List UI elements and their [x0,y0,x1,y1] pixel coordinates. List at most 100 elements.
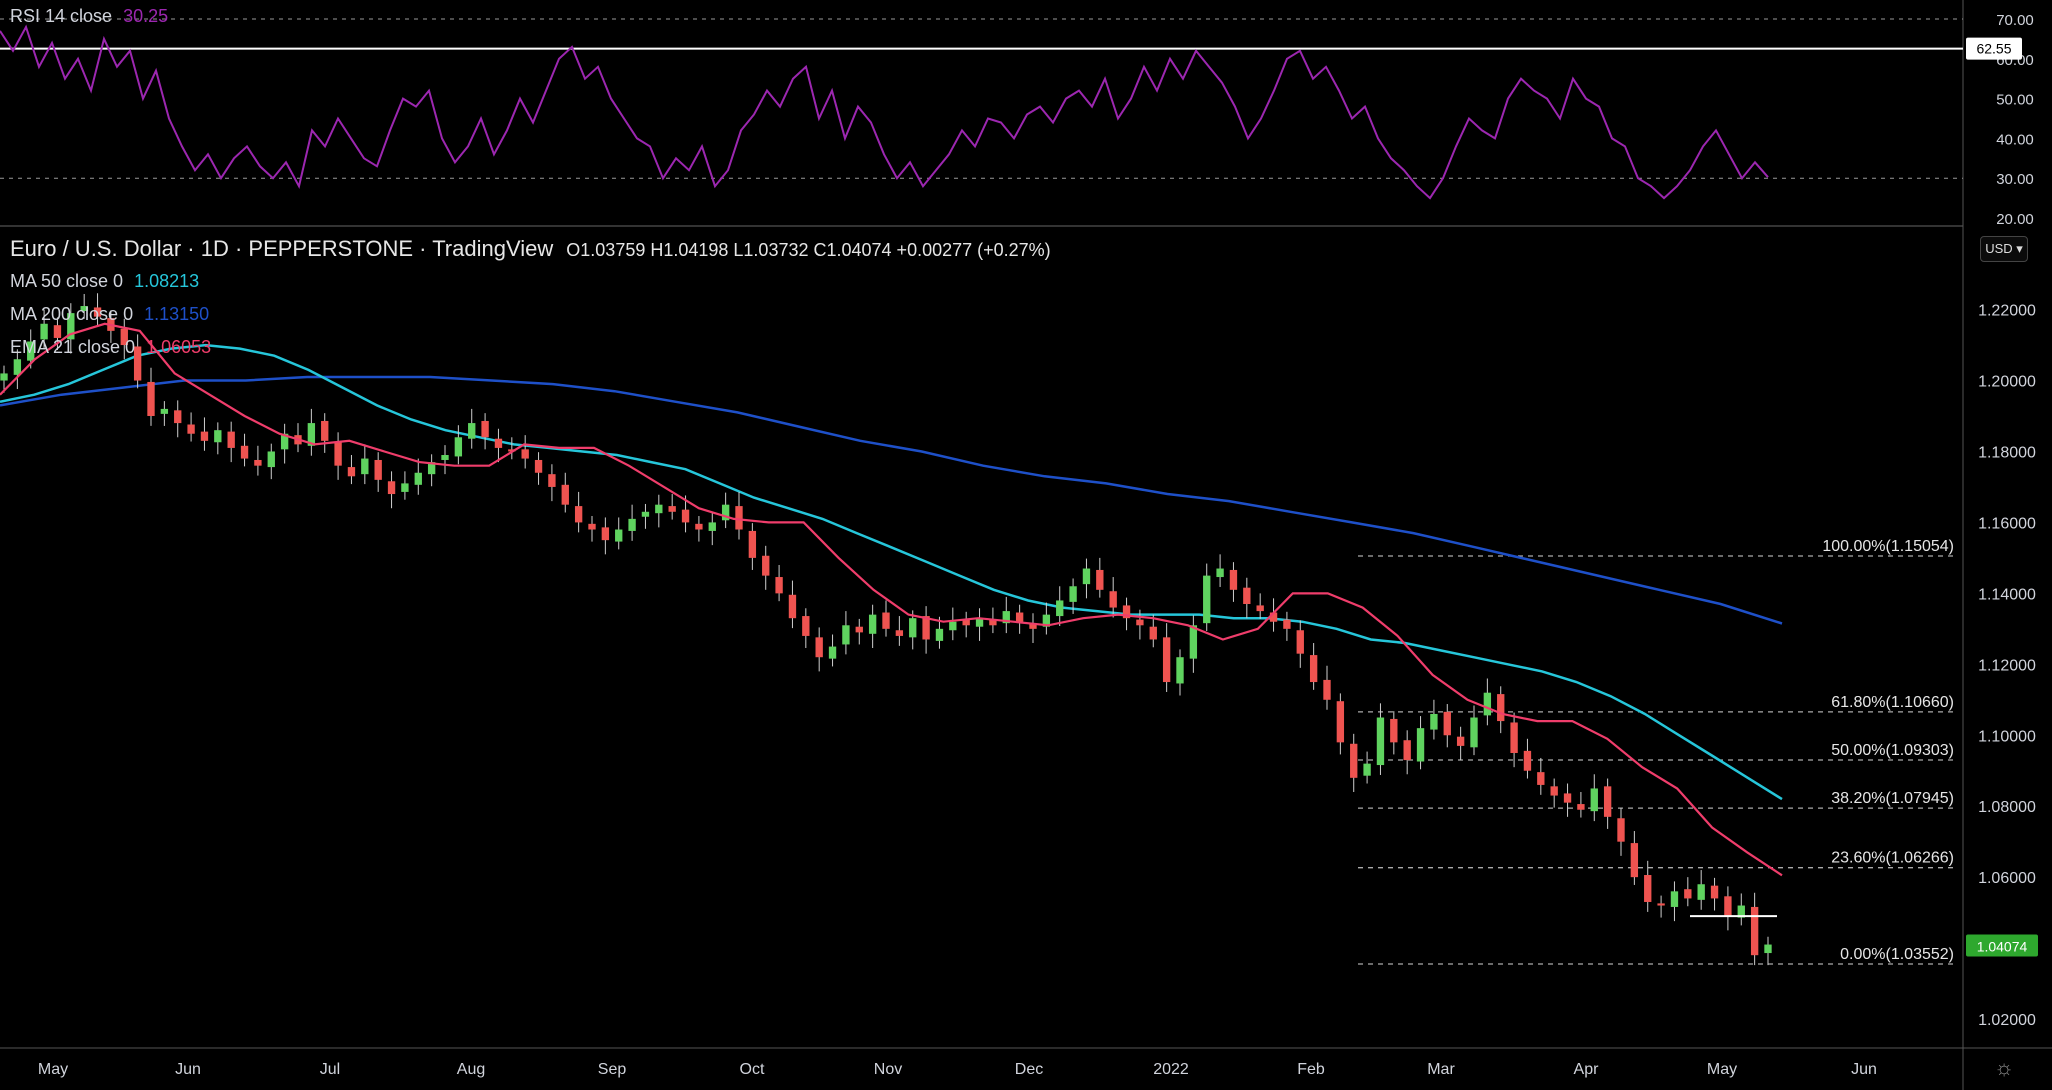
candle-body [895,630,904,636]
candle-body [922,616,930,640]
time-tick-label: Apr [1574,1061,1600,1078]
rsi-legend[interactable]: RSI 14 close 30.25 [10,6,168,27]
candle-body [828,646,837,659]
currency-label: USD [1985,241,2013,256]
price-tick-label: 1.02000 [1978,1012,2036,1029]
time-tick-label: Nov [874,1061,902,1078]
candle-body [401,483,409,492]
chevron-down-icon: ▾ [2012,241,2023,256]
candle-body [1617,818,1625,842]
candle-body [1243,587,1251,605]
time-tick-label: 2022 [1153,1061,1189,1078]
candle-body [1416,728,1425,762]
candle-body [374,459,382,480]
candle-body [508,449,516,452]
candle-body [1096,569,1104,590]
candle-body [561,484,569,505]
rsi-tick-label: 50.00 [1996,92,2034,109]
candle-body [721,504,730,521]
candle-body [133,346,142,381]
fib-level-label: 50.00%(1.09303) [1831,742,1954,759]
symbol-legend[interactable]: Euro / U.S. Dollar · 1D · PEPPERSTONE · … [10,236,1051,262]
time-tick-label: Jun [175,1061,201,1078]
candle-body [574,506,583,523]
candle-body [548,474,556,487]
candle-body [989,619,997,626]
ema21-legend[interactable]: EMA 21 close 0 1.06053 [10,337,211,358]
price-tick-label: 1.18000 [1978,444,2036,461]
candle-body [588,523,596,530]
candle-body [628,518,636,531]
candle-body [334,442,342,466]
candle-body [1176,657,1184,684]
last-price-label: 1.04074 [1977,938,2028,954]
candle-body [387,481,396,495]
candle-body [615,529,623,542]
candle-body [1082,568,1091,585]
candle-body [1069,586,1077,602]
candle-body [1363,763,1371,776]
rsi-tick-label: 30.00 [1996,171,2034,188]
candle-body [1470,717,1478,748]
candle-body [962,619,970,626]
price-tick-label: 1.20000 [1978,374,2036,391]
candle-body [735,506,743,530]
candle-body [1644,875,1652,902]
candle-body [1189,625,1198,659]
candle-body [1603,786,1612,817]
ma50-legend[interactable]: MA 50 close 0 1.08213 [10,271,199,292]
candle-body [1336,701,1345,743]
candle-body [802,616,810,636]
settings-gear-icon[interactable]: ☼ [1994,1055,2015,1080]
candle-body [1216,568,1224,578]
candle-body [641,511,650,517]
price-tick-label: 1.16000 [1978,515,2036,532]
time-tick-label: Jun [1851,1061,1877,1078]
candle-body [935,628,944,641]
candle-body [93,307,102,317]
candle-body [949,621,957,631]
candle-body [280,433,289,450]
candle-body [441,455,449,460]
candle-body [521,449,529,459]
candle-body [1657,903,1665,906]
currency-button[interactable]: USD ▾ [1980,236,2028,262]
ma50-value: 1.08213 [134,271,200,291]
candle-body [1015,612,1024,622]
candle-body [13,359,22,375]
candle-body [1697,884,1705,900]
time-tick-label: Jul [320,1061,340,1078]
candle-body [468,423,476,439]
ema21-label: EMA 21 close 0 [10,337,136,357]
candle-body [214,430,222,443]
ma200-label: MA 200 close 0 [10,304,134,324]
candle-body [1590,788,1598,812]
time-tick-label: May [1707,1061,1737,1078]
candle-body [1269,612,1278,622]
candle-body [601,527,610,541]
candle-body [254,459,262,466]
candle-body [1376,717,1385,766]
candle-body [361,458,369,475]
candle-body [1229,569,1238,590]
candle-body [494,438,503,448]
candle-body [775,577,783,594]
candle-body [414,472,422,485]
ma200-legend[interactable]: MA 200 close 0 1.13150 [10,304,209,325]
candle-body [1497,694,1505,722]
candle-body [200,431,209,441]
candle-body [1430,713,1438,730]
candle-body [668,506,676,512]
rsi-tick-label: 40.00 [1996,131,2034,148]
candle-body [1456,736,1465,746]
rsi-horizontal-line-tag [1966,37,2022,60]
fib-level-label: 23.60%(1.06266) [1831,850,1954,867]
candle-body [0,373,8,381]
candle-body [1283,619,1291,629]
ma50-line [0,343,1783,801]
candle-body [975,618,984,627]
ohlc-values: O1.03759 H1.04198 L1.03732 C1.04074 +0.0… [566,240,1051,260]
candle-body [681,509,690,523]
candle-body [748,530,757,558]
